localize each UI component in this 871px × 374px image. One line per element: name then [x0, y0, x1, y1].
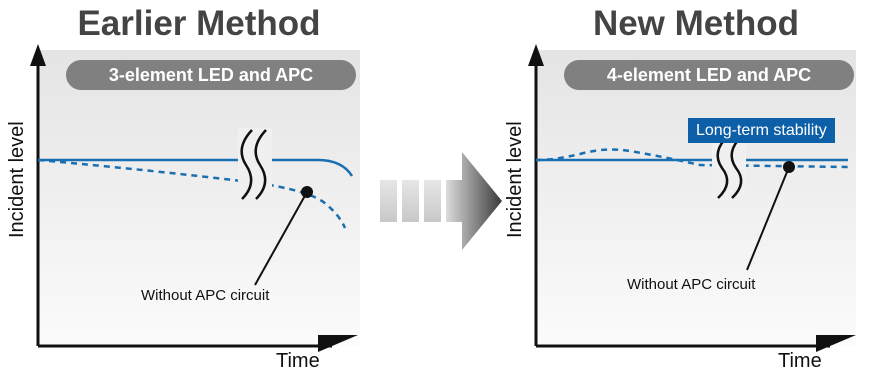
left-panel-background	[38, 50, 360, 346]
right-break-mark	[712, 132, 746, 199]
right-x-axis-label: Time	[778, 350, 822, 372]
right-panel-background	[536, 50, 856, 346]
left-panel-title: Earlier Method	[77, 4, 321, 43]
left-method-badge: 3-element LED and APC	[66, 60, 356, 90]
right-y-axis-label: Incident level	[504, 121, 526, 238]
stability-label: Long-term stability	[688, 118, 835, 143]
right-annotation-leader	[746, 166, 790, 271]
right-method-badge: 4-element LED and APC	[564, 60, 854, 90]
left-chart-area	[30, 44, 360, 352]
left-x-axis-arrow	[318, 335, 358, 352]
right-chart-area	[528, 44, 856, 352]
left-y-axis-arrow	[30, 44, 46, 66]
right-annotation-dot	[783, 161, 795, 173]
left-apc-curve	[38, 158, 354, 177]
left-x-axis-label: Time	[276, 350, 320, 372]
right-annotation-label: Without APC circuit	[627, 276, 756, 293]
right-y-axis-arrow	[528, 44, 544, 66]
right-panel-title: New Method	[592, 4, 800, 43]
transition-arrow	[380, 152, 502, 250]
left-no-apc-curve	[37, 158, 347, 229]
right-no-apc-curve	[535, 148, 849, 169]
right-x-axis-arrow	[816, 335, 856, 352]
left-y-axis-label: Incident level	[6, 121, 28, 238]
left-annotation-label: Without APC circuit	[141, 287, 270, 304]
left-break-mark	[238, 128, 272, 200]
left-annotation-leader	[254, 191, 308, 286]
left-annotation-dot	[301, 186, 313, 198]
